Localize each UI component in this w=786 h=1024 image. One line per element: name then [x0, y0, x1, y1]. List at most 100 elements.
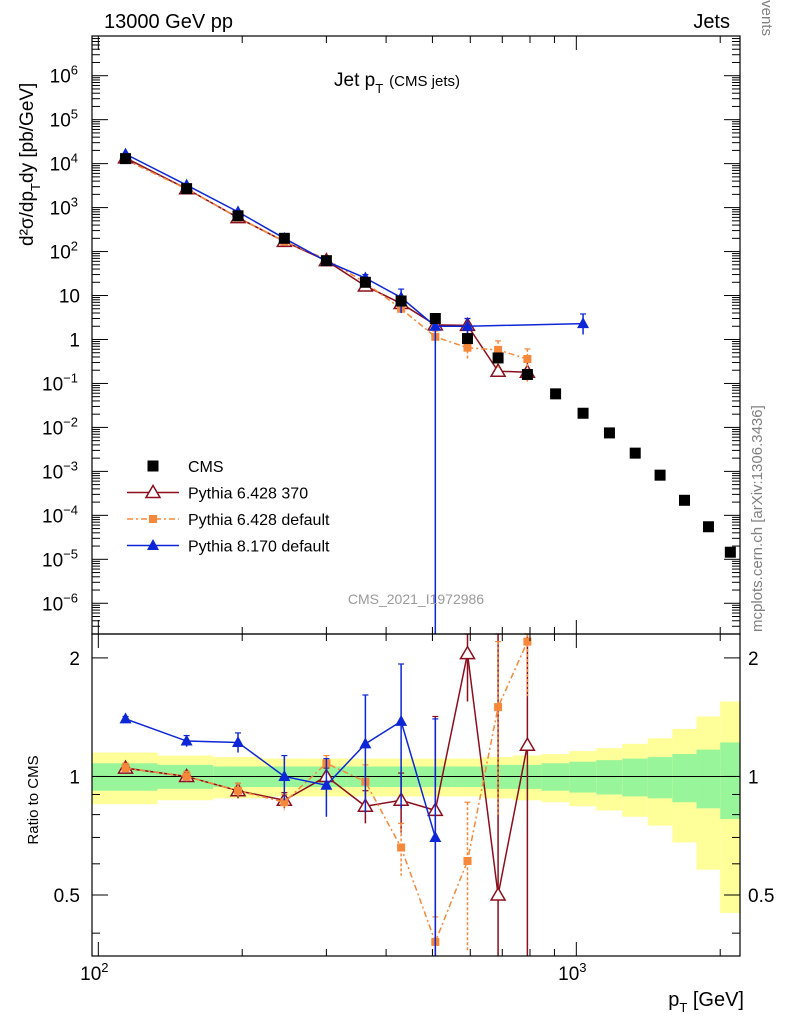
data-point	[519, 736, 536, 752]
data-point	[232, 210, 244, 222]
legend-label: Pythia 6.428 370	[188, 486, 308, 503]
axes-frame	[91, 35, 741, 957]
series-line	[125, 153, 584, 328]
y-tick-label: 102	[50, 239, 78, 264]
x-tick-label: 103	[558, 960, 586, 985]
legend-item: CMS	[147, 459, 224, 476]
ratio-line	[125, 641, 529, 945]
data-point	[182, 772, 191, 781]
y-tick-label: 1	[69, 330, 80, 351]
x-axis-label-suffix: [GeV]	[687, 989, 744, 1011]
data-point	[494, 345, 503, 354]
data-point	[121, 764, 130, 773]
data-point	[119, 712, 132, 724]
data-point	[489, 362, 507, 377]
data-point	[523, 637, 532, 646]
data-point	[429, 319, 442, 331]
y-axis-label-sub: T	[28, 183, 43, 191]
band-green-segment	[596, 760, 623, 795]
legend-label: Pythia 6.428 default	[188, 512, 330, 529]
y-tick-label: 10−3	[42, 458, 78, 483]
legend-label: CMS	[188, 459, 224, 476]
legend-item: Pythia 8.170 default	[127, 539, 330, 556]
data-point	[702, 521, 714, 533]
data-point	[577, 317, 590, 329]
data-point	[489, 886, 507, 901]
data-point	[280, 798, 289, 807]
header-left: 13000 GeV pp	[104, 11, 233, 33]
axis-ticks: 102 10310610510410310210110−110−210−310−4…	[42, 35, 774, 985]
data-point	[278, 769, 291, 781]
data-point	[359, 737, 372, 749]
data-point	[550, 388, 562, 400]
data-point	[397, 843, 406, 852]
data-point	[144, 484, 162, 499]
ratio-tick-label-left: 0.5	[54, 886, 80, 907]
ratio-uncertainty-band	[92, 701, 740, 914]
data-point	[523, 354, 532, 363]
y-tick-label: 105	[50, 107, 78, 132]
band-green-segment	[720, 742, 740, 819]
data-point	[395, 714, 408, 726]
data-point	[654, 469, 666, 481]
y-tick-label: 10−6	[42, 590, 78, 615]
ratio-panel-frame	[91, 633, 741, 957]
data-point	[461, 333, 473, 345]
band-green-segment	[672, 754, 697, 803]
data-point	[234, 786, 243, 795]
data-point	[724, 546, 736, 558]
chart-title-sub: T	[375, 81, 383, 96]
y-tick-label: 10	[59, 287, 80, 308]
rivet-label: Rivet 3.1.10, ≥ 400k events	[758, 0, 775, 36]
y-tick-label: 10−5	[42, 546, 78, 571]
band-green-segment	[622, 758, 648, 797]
legend: CMS Pythia 6.428 370 Pythia 6.428 default P…	[127, 459, 330, 556]
chart-title: Jet pT (CMS jets)	[334, 70, 460, 96]
y-tick-label: 106	[50, 63, 78, 88]
data-point	[147, 539, 159, 550]
data-point	[320, 255, 332, 267]
y-tick-label: 10−1	[42, 370, 78, 395]
x-axis-label: pT [GeV]	[668, 989, 744, 1015]
band-green-segment	[541, 763, 570, 791]
data-point	[577, 407, 589, 419]
ratio-line	[125, 718, 437, 838]
legend-item: Pythia 6.428 370	[127, 484, 308, 503]
data-point	[120, 153, 132, 165]
y-tick-label: 10−4	[42, 502, 78, 527]
data-point	[461, 319, 474, 331]
band-green-segment	[647, 757, 673, 799]
y-tick-label: 10−2	[42, 414, 78, 439]
data-point	[180, 734, 193, 746]
series-layer	[117, 147, 736, 956]
series-pythia-6-428-default	[121, 155, 532, 956]
legend-item: Pythia 6.428 default	[127, 512, 330, 529]
data-point	[278, 232, 290, 244]
x-tick-label: 102	[80, 960, 108, 985]
ratio-tick-label-right: 1	[748, 767, 759, 788]
y-axis-label-suffix: dy [pb/GeV]	[17, 83, 38, 183]
ratio-tick-label-left: 2	[69, 649, 80, 670]
series-cms	[120, 153, 736, 558]
data-point	[679, 494, 691, 506]
data-point	[629, 447, 641, 459]
data-point	[521, 368, 533, 380]
header-right: Jets	[693, 11, 730, 33]
ratio-axis-label: Ratio to CMS	[25, 755, 42, 844]
x-axis-label-sub: T	[679, 1000, 687, 1015]
y-tick-label: 104	[50, 151, 78, 176]
legend-swatch	[147, 460, 159, 472]
legend-label: Pythia 8.170 default	[188, 539, 330, 556]
data-point	[320, 778, 333, 790]
data-point	[492, 352, 504, 364]
data-point	[459, 645, 476, 660]
data-point	[603, 427, 615, 439]
data-point	[494, 703, 503, 712]
data-point	[232, 735, 245, 747]
chart-title-suffix: (CMS jets)	[389, 73, 460, 90]
y-axis-label: d²σ/dpTdy [pb/GeV]	[17, 83, 43, 246]
ratio-tick-label-left: 1	[69, 767, 80, 788]
data-point	[463, 856, 472, 865]
band-green-segment	[696, 749, 721, 809]
